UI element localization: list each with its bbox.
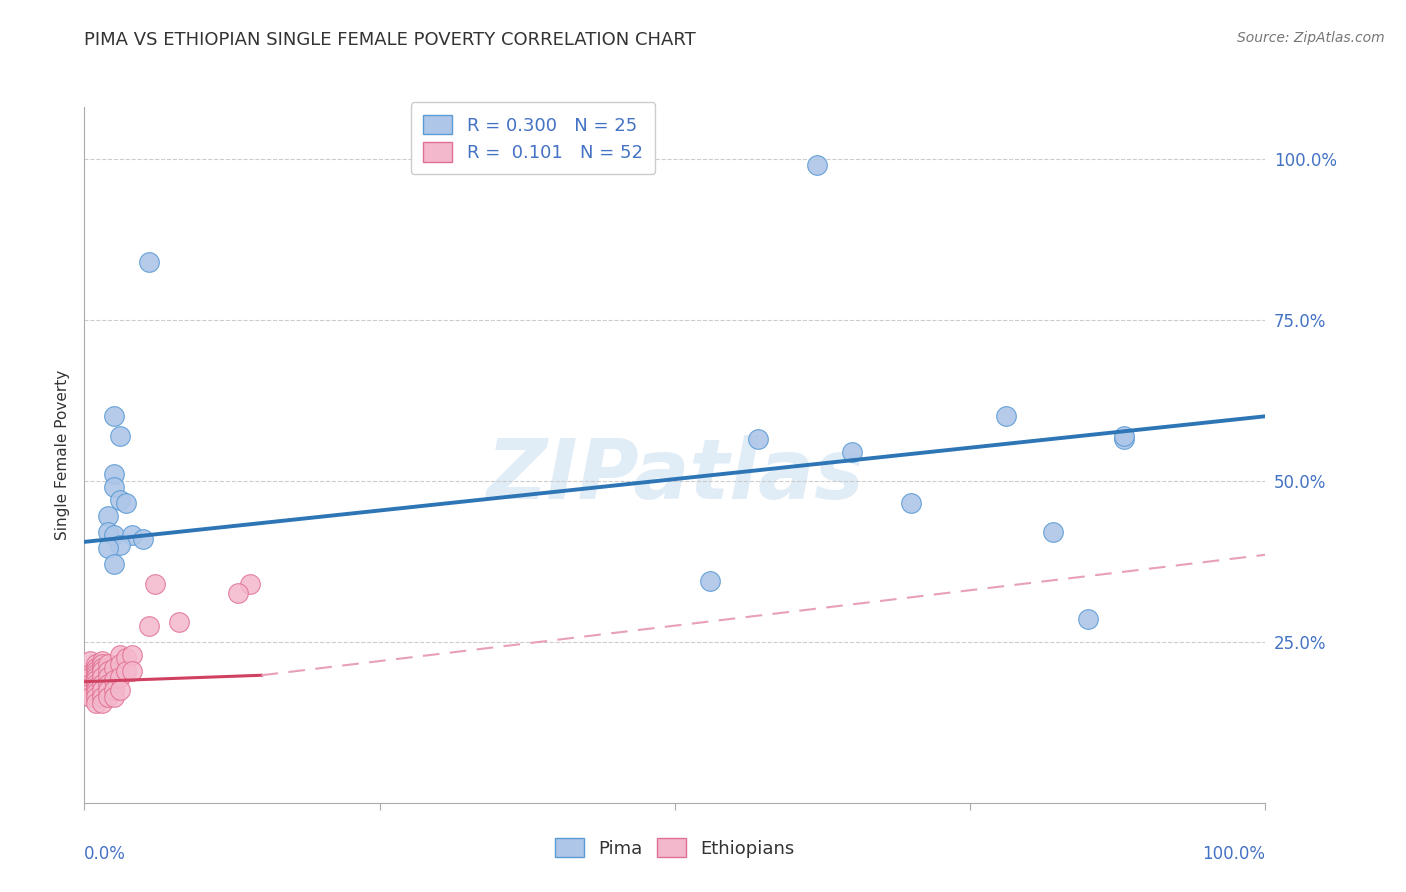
Point — [97, 690, 120, 704]
Point — [103, 683, 125, 698]
Point — [91, 660, 114, 674]
Point — [1077, 612, 1099, 626]
Point — [108, 538, 131, 552]
Point — [84, 676, 107, 690]
Point — [103, 480, 125, 494]
Point — [138, 618, 160, 632]
Point — [108, 493, 131, 508]
Point — [91, 690, 114, 704]
Point — [91, 670, 114, 684]
Point — [1042, 525, 1064, 540]
Point — [91, 654, 114, 668]
Point — [84, 670, 107, 684]
Point — [108, 670, 131, 684]
Point — [84, 667, 107, 681]
Point — [97, 664, 120, 678]
Point — [84, 664, 107, 678]
Point — [103, 673, 125, 688]
Point — [91, 664, 114, 678]
Point — [97, 670, 120, 684]
Point — [91, 657, 114, 672]
Point — [84, 673, 107, 688]
Point — [84, 660, 107, 674]
Point — [239, 576, 262, 591]
Point — [91, 683, 114, 698]
Point — [84, 683, 107, 698]
Point — [114, 664, 136, 678]
Point — [121, 664, 143, 678]
Legend: Pima, Ethiopians: Pima, Ethiopians — [543, 825, 807, 871]
Point — [108, 683, 131, 698]
Point — [747, 432, 769, 446]
Point — [108, 428, 131, 442]
Point — [79, 670, 101, 684]
Point — [84, 657, 107, 672]
Point — [79, 686, 101, 700]
Point — [103, 660, 125, 674]
Point — [79, 667, 101, 681]
Point — [994, 409, 1017, 424]
Point — [103, 409, 125, 424]
Y-axis label: Single Female Poverty: Single Female Poverty — [55, 370, 70, 540]
Point — [84, 680, 107, 694]
Point — [699, 574, 721, 588]
Point — [79, 683, 101, 698]
Point — [103, 467, 125, 482]
Text: 0.0%: 0.0% — [84, 845, 127, 863]
Point — [91, 696, 114, 710]
Point — [97, 676, 120, 690]
Text: 100.0%: 100.0% — [1202, 845, 1265, 863]
Point — [167, 615, 190, 630]
Point — [108, 657, 131, 672]
Point — [226, 586, 249, 600]
Point — [103, 558, 125, 572]
Point — [79, 676, 101, 690]
Point — [91, 676, 114, 690]
Point — [1112, 428, 1135, 442]
Point — [79, 654, 101, 668]
Point — [121, 648, 143, 662]
Point — [79, 690, 101, 704]
Point — [97, 509, 120, 524]
Point — [132, 532, 155, 546]
Point — [84, 690, 107, 704]
Point — [97, 683, 120, 698]
Point — [114, 651, 136, 665]
Point — [103, 528, 125, 542]
Text: Source: ZipAtlas.com: Source: ZipAtlas.com — [1237, 31, 1385, 45]
Point — [97, 657, 120, 672]
Point — [79, 680, 101, 694]
Point — [900, 496, 922, 510]
Point — [806, 158, 828, 172]
Point — [84, 686, 107, 700]
Point — [108, 648, 131, 662]
Point — [97, 525, 120, 540]
Point — [84, 696, 107, 710]
Point — [97, 541, 120, 556]
Point — [1112, 432, 1135, 446]
Point — [103, 690, 125, 704]
Point — [138, 254, 160, 268]
Text: PIMA VS ETHIOPIAN SINGLE FEMALE POVERTY CORRELATION CHART: PIMA VS ETHIOPIAN SINGLE FEMALE POVERTY … — [84, 31, 696, 49]
Point — [841, 444, 863, 458]
Text: ZIPatlas: ZIPatlas — [486, 435, 863, 516]
Point — [143, 576, 166, 591]
Point — [114, 496, 136, 510]
Point — [121, 528, 143, 542]
